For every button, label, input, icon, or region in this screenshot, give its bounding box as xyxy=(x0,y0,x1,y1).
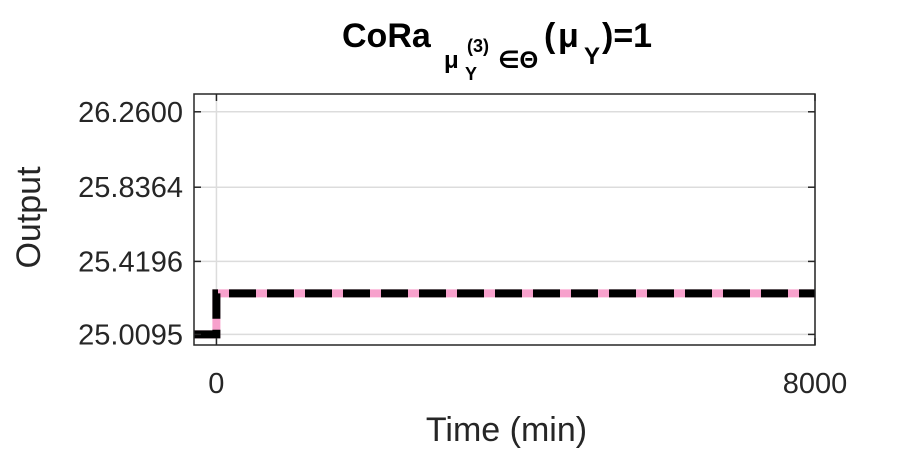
title-mu: μ xyxy=(558,17,579,55)
y-tick-label: 26.2600 xyxy=(78,97,183,129)
y-tick-label: 25.4196 xyxy=(78,246,183,278)
title-paren-open: ( xyxy=(544,17,556,55)
axis-ticks: 25.0095 25.4196 25.8364 26.2600 0 8000 xyxy=(78,94,847,400)
title-sub-in-theta: ∈Θ xyxy=(498,47,538,74)
x-axis-label: Time (min) xyxy=(426,411,587,449)
series-line-black-dashed xyxy=(194,289,815,339)
y-axis-label: Output xyxy=(10,166,48,269)
plot-area xyxy=(194,94,815,345)
title-suffix: )=1 xyxy=(602,17,652,55)
x-tick-label: 0 xyxy=(208,368,224,400)
title-y: Y xyxy=(584,43,600,70)
y-tick-label: 25.8364 xyxy=(78,172,183,204)
title-sub-y: Y xyxy=(465,64,477,84)
title-sub-superscript: (3) xyxy=(467,36,489,56)
chart-title: CoRa μ (3) Y ∈Θ ( μ Y )=1 xyxy=(342,17,652,84)
plot-frame xyxy=(193,93,816,346)
title-prefix: CoRa xyxy=(342,17,432,55)
x-tick-label: 8000 xyxy=(783,368,848,400)
title-sub-mu: μ xyxy=(444,47,459,74)
series-layer xyxy=(194,289,815,339)
y-tick-label: 25.0095 xyxy=(78,319,183,351)
